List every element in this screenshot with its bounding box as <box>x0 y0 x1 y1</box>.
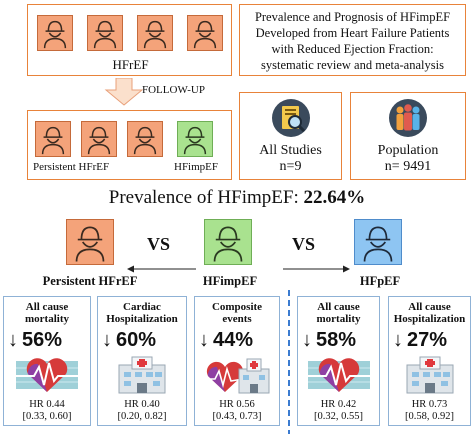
patient-icon <box>87 15 123 51</box>
section-divider <box>288 290 290 434</box>
confidence-interval: [0.20, 0.82] <box>117 411 167 422</box>
risk-reduction: ↓ 56% <box>8 329 88 352</box>
patient-icon <box>127 121 163 157</box>
studies-value: n=9 <box>279 159 302 174</box>
confidence-interval: [0.58, 0.92] <box>405 411 454 422</box>
risk-reduction: ↓ 58% <box>302 329 377 352</box>
outcome-card: All cause mortality ↓ 58% HR 0.42 [0.32, 0.5… <box>297 296 380 426</box>
hfpef-group-icon <box>354 219 402 265</box>
outcome-title: All cause Hospitalization <box>393 301 466 325</box>
outcome-title: All cause mortality <box>316 301 361 325</box>
confidence-interval: [0.43, 0.73] <box>212 411 262 422</box>
patient-icon <box>37 15 73 51</box>
patient-icon <box>187 15 223 51</box>
down-arrow-icon: ↓ <box>199 329 209 351</box>
hazard-ratio: HR 0.44 <box>29 399 65 410</box>
hospital-icon <box>389 355 470 400</box>
persistent-hfref-label: Persistent HFrEF <box>33 161 110 173</box>
outcome-title: Composite events <box>211 301 263 325</box>
prevalence-prefix: Prevalence of HFimpEF: <box>108 187 304 208</box>
patient-icon <box>35 121 71 157</box>
outcome-title: Cardiac Hospitalization <box>106 301 178 325</box>
outcome-title: All cause mortality <box>25 301 69 325</box>
hazard-ratio: HR 0.42 <box>320 399 357 410</box>
down-arrow-icon: ↓ <box>393 329 403 351</box>
prevalence-headline: Prevalence of HFimpEF: 22.64% <box>0 187 474 209</box>
persistent-hfref-group-icon <box>66 219 114 265</box>
heart-hospital-icon <box>195 355 279 400</box>
outcome-card: All cause Hospitalization ↓ 27% HR 0.73 [0.5… <box>388 296 471 426</box>
patient-improved-icon <box>177 121 213 157</box>
studies-label: All Studies <box>259 143 322 158</box>
down-arrow-icon: ↓ <box>302 329 312 351</box>
label-persistent-hfref: Persistent HFrEF <box>42 274 138 288</box>
hfimpef-group-icon <box>204 219 252 265</box>
risk-reduction-value: 58% <box>316 329 357 351</box>
follow-up-label: FOLLOW-UP <box>142 84 205 96</box>
title-line: Developed from Heart Failure Patients <box>255 26 450 40</box>
title-box: Prevalence and Prognosis of HFimpEF Deve… <box>239 4 466 76</box>
hazard-ratio: HR 0.73 <box>411 399 448 410</box>
hospital-icon <box>98 355 186 400</box>
population-box: Population n= 9491 <box>350 92 466 180</box>
title-line: with Reduced Ejection Fraction: <box>271 42 434 56</box>
outcome-card: All cause mortality ↓ 56% HR 0.44 [0.33, 0.6… <box>3 296 91 426</box>
risk-reduction-value: 44% <box>213 329 254 351</box>
follow-up-group-box: Persistent HFrEF HFimpEF <box>27 110 232 180</box>
title-line: systematic review and meta-analysis <box>261 58 444 72</box>
label-hfimpef: HFimpEF <box>202 274 258 288</box>
down-arrow-icon: ↓ <box>8 329 18 351</box>
population-people-icon <box>389 99 427 137</box>
outcome-card: Cardiac Hospitalization ↓ 60% HR 0.40 [0.20,… <box>97 296 187 426</box>
vs-left: VS <box>147 234 171 254</box>
down-arrow-icon: ↓ <box>102 329 112 351</box>
patient-icon <box>81 121 117 157</box>
hazard-ratio: HR 0.56 <box>219 399 255 410</box>
risk-reduction: ↓ 60% <box>102 329 184 352</box>
vs-right: VS <box>292 234 316 254</box>
follow-up-arrow <box>104 78 144 106</box>
hfref-label: HFrEF <box>112 57 149 72</box>
risk-reduction: ↓ 44% <box>199 329 277 352</box>
heart-icon <box>298 355 379 400</box>
risk-reduction-value: 56% <box>22 329 63 351</box>
confidence-interval: [0.32, 0.55] <box>314 411 363 422</box>
risk-reduction-value: 60% <box>116 329 157 351</box>
hfref-group-box: HFrEF <box>27 4 232 76</box>
label-hfpef: HFpEF <box>359 274 401 288</box>
risk-reduction-value: 27% <box>407 329 448 351</box>
title-line: Prevalence and Prognosis of HFimpEF <box>254 10 451 24</box>
population-label: Population <box>377 143 439 158</box>
compare-right-arrow <box>283 265 350 273</box>
heart-icon <box>4 355 90 400</box>
population-value: n= 9491 <box>384 159 432 174</box>
studies-box: All Studies n=9 <box>239 92 342 180</box>
hazard-ratio: HR 0.40 <box>124 399 160 410</box>
patient-icon <box>137 15 173 51</box>
risk-reduction: ↓ 27% <box>393 329 468 352</box>
studies-book-icon <box>272 99 310 137</box>
hfimpef-label: HFimpEF <box>174 161 219 173</box>
confidence-interval: [0.33, 0.60] <box>22 411 72 422</box>
compare-left-arrow <box>127 265 196 273</box>
outcome-card: Composite events ↓ 44% HR 0.56 [0.43, 0.73] <box>194 296 280 426</box>
prevalence-value: 22.64% <box>303 187 366 208</box>
